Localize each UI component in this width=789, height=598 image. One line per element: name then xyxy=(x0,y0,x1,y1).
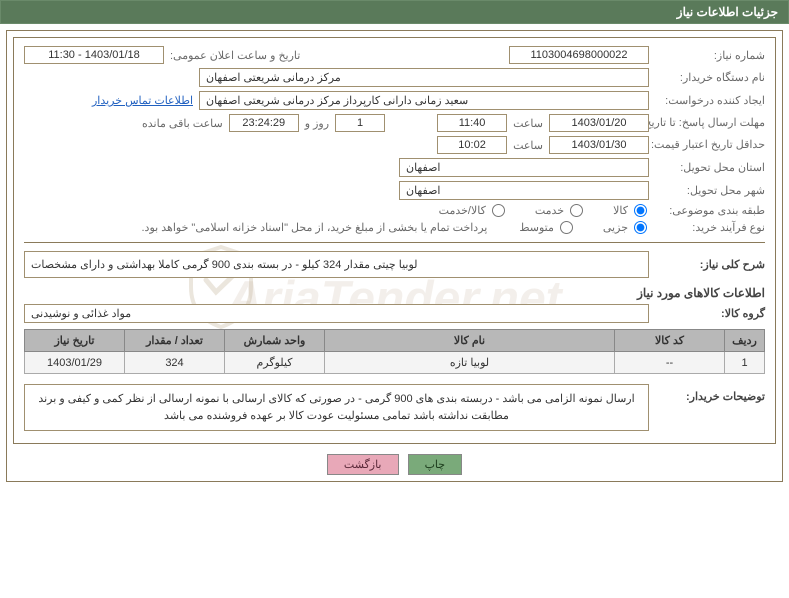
table-row: 1 -- لوبیا تازه کیلوگرم 324 1403/01/29 xyxy=(25,352,765,374)
price-validity-label: حداقل تاریخ اعتبار قیمت: تا تاریخ: xyxy=(655,138,765,152)
th-name: نام کالا xyxy=(325,330,615,352)
response-deadline-label: مهلت ارسال پاسخ: تا تاریخ: xyxy=(655,116,765,130)
radio-service-label: خدمت xyxy=(535,204,564,217)
th-unit: واحد شمارش xyxy=(225,330,325,352)
radio-service[interactable] xyxy=(570,204,583,217)
requester-value: سعید زمانی دارانی کارپرداز مرکز درمانی ش… xyxy=(199,91,649,110)
days-value: 1 xyxy=(335,114,385,132)
th-code: کد کالا xyxy=(615,330,725,352)
category-radio-group: کالا خدمت کالا/خدمت xyxy=(439,204,649,217)
radio-medium[interactable] xyxy=(560,221,573,234)
response-date: 1403/01/20 xyxy=(549,114,649,132)
need-desc-label: شرح کلی نیاز: xyxy=(655,258,765,271)
need-number-label: شماره نیاز: xyxy=(655,49,765,62)
time-label-1: ساعت xyxy=(513,117,543,130)
td-date: 1403/01/29 xyxy=(25,352,125,374)
goods-info-title: اطلاعات کالاهای مورد نیاز xyxy=(24,286,765,300)
response-time: 11:40 xyxy=(437,114,507,132)
inner-frame: شماره نیاز: 1103004698000022 تاریخ و ساع… xyxy=(13,37,776,444)
need-number-value: 1103004698000022 xyxy=(509,46,649,64)
th-qty: تعداد / مقدار xyxy=(125,330,225,352)
need-desc: لوبیا چیتی مقدار 324 کیلو - در بسته بندی… xyxy=(24,251,649,278)
buyer-org-label: نام دستگاه خریدار: xyxy=(655,71,765,84)
contact-link[interactable]: اطلاعات تماس خریدار xyxy=(92,94,193,107)
td-num: 1 xyxy=(725,352,765,374)
goods-group: مواد غذائی و نوشیدنی xyxy=(24,304,649,323)
requester-label: ایجاد کننده درخواست: xyxy=(655,94,765,107)
radio-goods-service[interactable] xyxy=(492,204,505,217)
delivery-city: اصفهان xyxy=(399,181,649,200)
delivery-province-label: استان محل تحویل: xyxy=(655,161,765,174)
buyer-notes: ارسال نمونه الزامی می باشد - دربسته بندی… xyxy=(24,384,649,431)
radio-goods[interactable] xyxy=(634,204,647,217)
radio-goods-service-label: کالا/خدمت xyxy=(439,204,486,217)
payment-note: پرداخت تمام یا بخشی از مبلغ خرید، از محل… xyxy=(142,221,488,234)
radio-medium-label: متوسط xyxy=(519,221,554,234)
days-and-label: روز و xyxy=(305,117,329,130)
table-header-row: ردیف کد کالا نام کالا واحد شمارش تعداد /… xyxy=(25,330,765,352)
category-label: طبقه بندی موضوعی: xyxy=(655,204,765,217)
countdown: 23:24:29 xyxy=(229,114,299,132)
delivery-province: اصفهان xyxy=(399,158,649,177)
time-label-2: ساعت xyxy=(513,139,543,152)
buyer-notes-label: توضیحات خریدار: xyxy=(655,380,765,403)
td-unit: کیلوگرم xyxy=(225,352,325,374)
button-bar: چاپ بازگشت xyxy=(13,454,776,475)
price-date: 1403/01/30 xyxy=(549,136,649,154)
buyer-org-value: مرکز درمانی شریعتی اصفهان xyxy=(199,68,649,87)
announce-value: 1403/01/18 - 11:30 xyxy=(24,46,164,64)
goods-group-label: گروه کالا: xyxy=(655,307,765,320)
radio-small-label: جزیی xyxy=(603,221,628,234)
goods-table: ردیف کد کالا نام کالا واحد شمارش تعداد /… xyxy=(24,329,765,374)
th-date: تاریخ نیاز xyxy=(25,330,125,352)
radio-goods-label: کالا xyxy=(613,204,628,217)
remaining-label: ساعت باقی مانده xyxy=(142,117,223,130)
back-button[interactable]: بازگشت xyxy=(327,454,399,475)
td-name: لوبیا تازه xyxy=(325,352,615,374)
td-qty: 324 xyxy=(125,352,225,374)
price-time: 10:02 xyxy=(437,136,507,154)
td-code: -- xyxy=(615,352,725,374)
th-row: ردیف xyxy=(725,330,765,352)
announce-label: تاریخ و ساعت اعلان عمومی: xyxy=(170,49,300,62)
print-button[interactable]: چاپ xyxy=(408,454,463,475)
outer-frame: شماره نیاز: 1103004698000022 تاریخ و ساع… xyxy=(6,30,783,482)
process-radio-group: جزیی متوسط xyxy=(519,221,649,234)
delivery-city-label: شهر محل تحویل: xyxy=(655,184,765,197)
panel-title: جزئیات اطلاعات نیاز xyxy=(0,0,789,24)
process-type-label: نوع فرآیند خرید: xyxy=(655,221,765,234)
radio-small[interactable] xyxy=(634,221,647,234)
